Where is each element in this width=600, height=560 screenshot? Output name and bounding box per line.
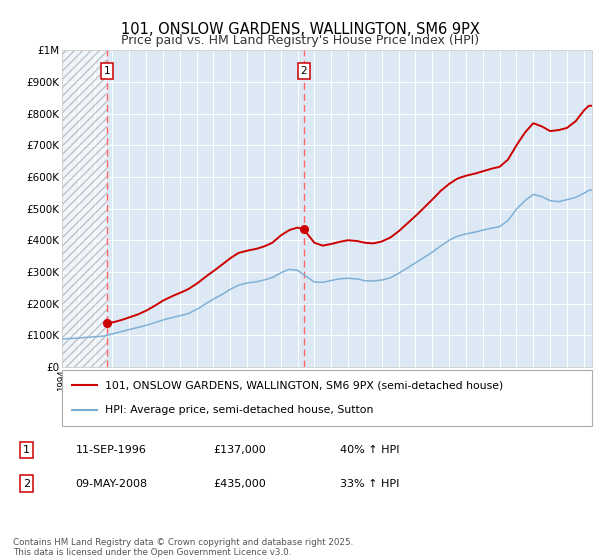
Text: Price paid vs. HM Land Registry's House Price Index (HPI): Price paid vs. HM Land Registry's House …: [121, 34, 479, 46]
Text: £435,000: £435,000: [214, 478, 266, 488]
FancyBboxPatch shape: [62, 370, 592, 426]
Text: 1: 1: [23, 445, 30, 455]
Text: 101, ONSLOW GARDENS, WALLINGTON, SM6 9PX: 101, ONSLOW GARDENS, WALLINGTON, SM6 9PX: [121, 22, 479, 38]
Text: 33% ↑ HPI: 33% ↑ HPI: [340, 478, 400, 488]
Bar: [62, 50, 107, 367]
Text: 2: 2: [300, 66, 307, 76]
Text: Contains HM Land Registry data © Crown copyright and database right 2025.
This d: Contains HM Land Registry data © Crown c…: [13, 538, 353, 557]
Text: 101, ONSLOW GARDENS, WALLINGTON, SM6 9PX (semi-detached house): 101, ONSLOW GARDENS, WALLINGTON, SM6 9PX…: [105, 380, 503, 390]
Text: 2: 2: [23, 478, 30, 488]
Text: HPI: Average price, semi-detached house, Sutton: HPI: Average price, semi-detached house,…: [105, 405, 374, 415]
Text: 09-MAY-2008: 09-MAY-2008: [76, 478, 148, 488]
Text: 40% ↑ HPI: 40% ↑ HPI: [340, 445, 400, 455]
Text: £137,000: £137,000: [214, 445, 266, 455]
Text: 11-SEP-1996: 11-SEP-1996: [76, 445, 146, 455]
Text: 1: 1: [104, 66, 110, 76]
